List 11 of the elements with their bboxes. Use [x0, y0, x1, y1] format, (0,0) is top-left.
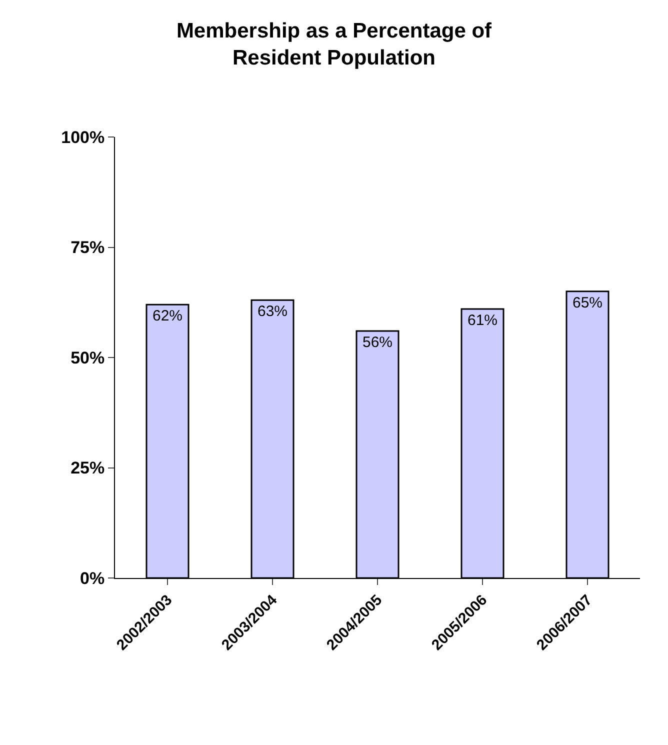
data-label: 65%: [572, 294, 603, 312]
data-label: 63%: [257, 303, 288, 320]
data-label: 61%: [467, 312, 498, 329]
y-tick-label: 50%: [70, 348, 105, 368]
y-tick-label: 25%: [70, 458, 105, 478]
chart-title: Membership as a Percentage of Resident Population: [176, 19, 493, 70]
y-tick-label: 0%: [80, 568, 105, 588]
data-label: 56%: [362, 334, 393, 352]
data-label: 62%: [152, 308, 183, 325]
y-tick-label: 100%: [61, 128, 105, 147]
y-tick-label: 75%: [70, 238, 105, 258]
